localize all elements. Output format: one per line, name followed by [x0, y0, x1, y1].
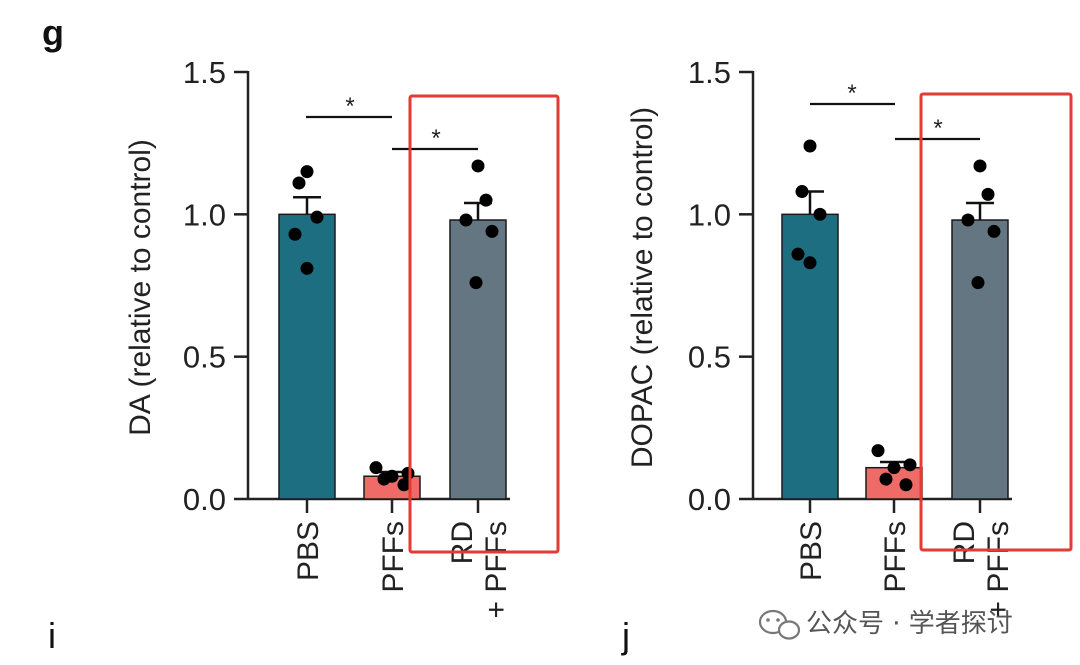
- y-tick-label: 0.0: [183, 482, 226, 517]
- panel-letter-i: i: [48, 615, 56, 656]
- data-point-pffs: [397, 478, 411, 492]
- y-tick-label: 1.5: [688, 55, 731, 90]
- data-point-rd-pffs: [485, 224, 499, 238]
- data-point-pffs: [879, 472, 893, 486]
- data-point-pbs: [791, 247, 805, 261]
- highlight-box: [408, 94, 560, 554]
- y-axis-label: DOPAC (relative to control): [626, 107, 659, 468]
- y-tick-label: 1.5: [183, 55, 226, 90]
- watermark-text: 公众号 · 学者探讨: [806, 609, 1013, 639]
- data-point-rd-pffs: [971, 276, 985, 290]
- data-point-rd-pffs: [981, 187, 995, 201]
- da-chart: 0.0 0.5 1.0 1.5 DA (relative to control) PBS P…: [124, 55, 560, 619]
- watermark: 公众号 · 学者探讨: [758, 609, 1013, 640]
- data-point-pffs: [903, 458, 917, 472]
- data-point-pbs: [803, 139, 817, 153]
- data-point-pbs: [803, 256, 817, 270]
- data-point-pbs: [288, 227, 302, 241]
- data-point-rd-pffs: [961, 213, 975, 227]
- data-point-pbs: [300, 261, 314, 275]
- significance-star: *: [345, 93, 354, 120]
- data-point-pffs: [871, 444, 885, 458]
- data-point-rd-pffs: [471, 159, 485, 173]
- y-tick-label: 1.0: [183, 197, 226, 232]
- y-tick-label: 1.0: [688, 197, 731, 232]
- highlight-box: [919, 92, 1073, 552]
- category-label-pffs: PFFs: [377, 521, 410, 593]
- significance-star: *: [431, 125, 440, 152]
- dopac-chart: 0.0 0.5 1.0 1.5 DOPAC (relative to control) P…: [626, 55, 1073, 619]
- data-point-pffs: [377, 472, 391, 486]
- y-axis-label: DA (relative to control): [124, 139, 157, 436]
- data-point-rd-pffs: [469, 276, 483, 290]
- category-label-pffs: PFFs: [879, 521, 912, 593]
- data-point-rd-pffs: [459, 213, 473, 227]
- data-point-pbs: [813, 207, 827, 221]
- panel-letter-j: j: [621, 615, 630, 656]
- data-point-pbs: [292, 176, 306, 190]
- data-point-pbs: [300, 165, 314, 179]
- significance-star: *: [847, 80, 856, 107]
- data-point-rd-pffs: [973, 159, 987, 173]
- data-point-pffs: [401, 466, 415, 480]
- bar-rd-pffs: [951, 219, 1009, 500]
- category-label-pbs: PBS: [795, 521, 828, 581]
- data-point-rd-pffs: [479, 193, 493, 207]
- data-point-pffs: [369, 461, 383, 475]
- category-label-pbs: PBS: [292, 521, 325, 581]
- significance-star: *: [933, 115, 942, 142]
- category-label-rd-pffs: RD+ PFFs: [948, 521, 1015, 619]
- category-label-rd-pffs: RD+ PFFs: [446, 521, 513, 619]
- data-point-rd-pffs: [987, 224, 1001, 238]
- y-tick-label: 0.0: [688, 482, 731, 517]
- bar-pbs: [278, 213, 336, 500]
- data-point-pffs: [887, 461, 901, 475]
- bar-rd-pffs: [449, 219, 507, 500]
- data-point-pbs: [310, 210, 324, 224]
- wechat-icon: [758, 609, 801, 640]
- data-point-pbs: [795, 185, 809, 199]
- y-tick-label: 0.5: [688, 340, 731, 375]
- y-tick-label: 0.5: [183, 340, 226, 375]
- panel-letter-g: g: [42, 12, 64, 53]
- data-point-pffs: [899, 478, 913, 492]
